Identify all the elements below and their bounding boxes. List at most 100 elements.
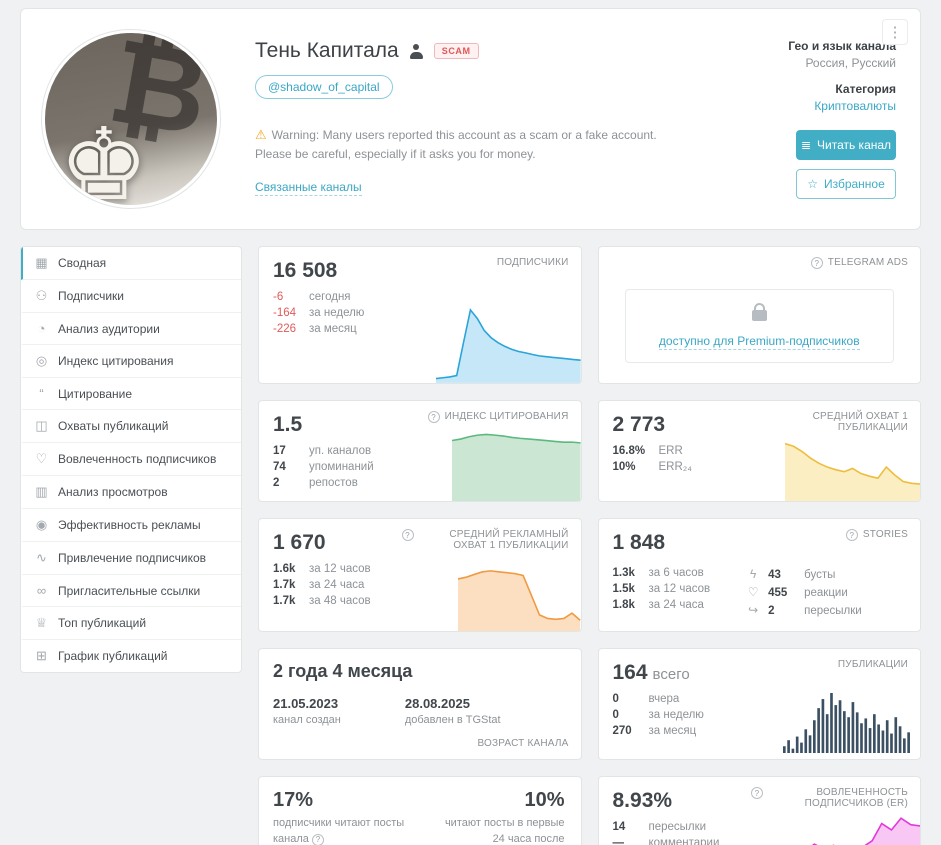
stat-label: сегодня [309,291,351,303]
sidebar-item-summary[interactable]: ▦ Сводная [21,247,241,280]
channel-header-card: ⋮ ₿ ♚ Тень Капитала SCAM @shadow_of_capi… [20,8,921,230]
publications-total-suffix: всего [652,666,690,683]
stat-value: 16.8% [612,445,646,457]
category-label: Категория [835,82,896,96]
stat-label: упоминаний [309,461,374,473]
info-icon[interactable] [427,411,440,423]
stat-value: 1.7k [273,595,296,607]
sidebar-item-audience-analysis[interactable]: ◔ Анализ аудитории [21,313,241,345]
premium-lock-box: доступно для Premium-подписчиков [624,289,894,363]
kebab-menu-button[interactable]: ⋮ [882,19,908,45]
added-label: добавлен в TGStat [404,714,501,726]
channel-age-card: 2 года 4 месяца 21.05.2023 канал создан … [258,648,582,760]
stat-value: — [612,837,625,845]
subscribers-card: ПОДПИСЧИКИ 16 508 -6 сегодня -164 за недел… [258,246,582,384]
stat-value: 1.3k [612,567,635,579]
citation-index-value: 1.5 [273,413,303,436]
stat-row: 0 вчера [613,693,907,705]
quote-icon: “ [39,386,44,401]
subscribers-sparkline [435,304,581,383]
stat-value: 2 [768,605,775,617]
citation-index-card: ИНДЕКС ЦИТИРОВАНИЯ 1.5 17 уп. каналов 74 у… [258,400,582,502]
geo-value: Россия, Русский [805,56,896,70]
average-reach-card: СРЕДНИЙ ОХВАТ 1 ПУБЛИКАЦИИ 2 773 16.8% ER… [597,400,921,502]
stat-value: 1.7k [273,579,296,591]
stories-card: STORIES 1 848 1.3k за 6 часов 1.5k за 12 ч… [597,518,921,632]
card-header-label: ИНДЕКС ЦИТИРОВАНИЯ [444,411,569,422]
channel-age-value: 2 года 4 месяца [273,661,413,681]
sidebar-item-ad-efficiency[interactable]: ◉ Эффективность рекламы [21,509,241,542]
stat-row: -6 сегодня [273,291,567,303]
err24-caption: читают посты в первые 24 часа после публ… [444,817,565,845]
channel-avatar: ₿ ♚ [45,33,217,205]
stat-label: пересылки [804,605,862,617]
er-sparkline [766,813,920,845]
sidebar-item-citation[interactable]: “ Цитирование [21,378,241,410]
channel-username-link[interactable]: @shadow_of_capital [255,75,393,99]
sidebar-item-label: Пригласительные ссылки [58,583,201,598]
scam-badge: SCAM [433,43,479,59]
stat-label: бусты [804,569,836,581]
audience-analysis-icon: ◔ [37,321,46,336]
sidebar-item-post-reach[interactable]: ◫ Охваты публикаций [21,410,241,443]
stat-row: — комментарии [613,837,907,845]
sidebar-item-citation-index[interactable]: ◎ Индекс цитирования [21,345,241,378]
card-header-label: ПУБЛИКАЦИИ [837,659,908,670]
invite-link-icon: ∞ [36,583,47,598]
stat-label: за 12 часов [309,563,371,575]
related-channels-link[interactable]: Связанные каналы [255,179,362,196]
info-icon[interactable] [751,787,763,799]
sidebar-item-subscribers[interactable]: ⚇ Подписчики [21,280,241,313]
sidebar-item-subscriber-engagement[interactable]: ♡ Вовлеченность подписчиков [21,443,241,476]
lock-icon [751,303,767,321]
stat-label: за 12 часов [648,583,711,595]
stat-row: 14 пересылки [613,821,907,833]
read-channel-icon: ≣ [800,138,811,152]
category-value-link[interactable]: Криптовалюты [814,99,896,113]
stats-grid: ПОДПИСЧИКИ 16 508 -6 сегодня -164 за недел… [258,246,921,845]
sidebar-item-top-posts[interactable]: ♕ Топ публикаций [21,607,241,640]
info-icon[interactable] [845,529,858,541]
added-date-block: 28.08.2025 добавлен в TGStat [405,696,501,726]
sidebar-item-invite-links[interactable]: ∞ Пригласительные ссылки [21,575,241,607]
sidebar-item-subscriber-acquisition[interactable]: ∿ Привлечение подписчиков [21,542,241,575]
sidebar-item-label: Анализ аудитории [58,321,160,336]
card-header-label: ВОВЛЕЧЕННОСТЬ ПОДПИСЧИКОВ (ER) [804,787,908,809]
stat-label: за неделю [309,307,365,319]
channel-title: Тень Капитала [255,39,399,62]
premium-subscribers-link[interactable]: доступно для Premium-подписчиков [658,334,860,350]
info-icon[interactable] [311,833,324,845]
stat-label: за 6 часов [648,567,704,579]
sidebar-item-label: Охваты публикаций [58,419,169,433]
stat-value: -226 [273,323,297,335]
ad-reach-sparkline [458,566,581,631]
reach-icon: ◫ [35,418,48,433]
stat-value: 1.5k [612,583,635,595]
sidebar-item-post-schedule[interactable]: ⊞ График публикаций [21,640,241,672]
subscribers-count: 16 508 [273,259,338,282]
stat-row: ♡ 455 реакции [746,585,862,599]
average-reach-value: 2 773 [612,413,666,436]
sidebar-item-views-analysis[interactable]: ▥ Анализ просмотров [21,476,241,509]
stat-value: 43 [768,569,781,581]
reactions-icon: ♡ [747,585,759,599]
favorite-button[interactable]: ☆ Избранное [796,169,896,199]
created-date: 21.05.2023 [273,696,339,711]
star-icon: ☆ [807,177,818,191]
stat-value: 14 [612,821,626,833]
read-channel-button[interactable]: ≣ Читать канал [796,130,896,160]
chess-piece-glyph: ♚ [59,109,149,205]
stat-value: 0 [612,709,619,721]
stat-row: 1.5k за 12 часов [613,583,711,595]
stat-value: 0 [612,693,619,705]
err24-value: 10% [524,789,565,811]
err-caption: подписчики читают посты канала [273,816,433,845]
channel-meta: Гео и язык канала Россия, Русский Катего… [721,33,896,205]
engagement-icon: ♡ [35,451,48,466]
publications-bar-chart [783,692,912,753]
top-posts-icon: ♕ [35,615,48,630]
info-icon[interactable] [810,257,823,269]
info-icon[interactable] [401,529,414,541]
sidebar-item-label: Эффективность рекламы [58,518,201,532]
